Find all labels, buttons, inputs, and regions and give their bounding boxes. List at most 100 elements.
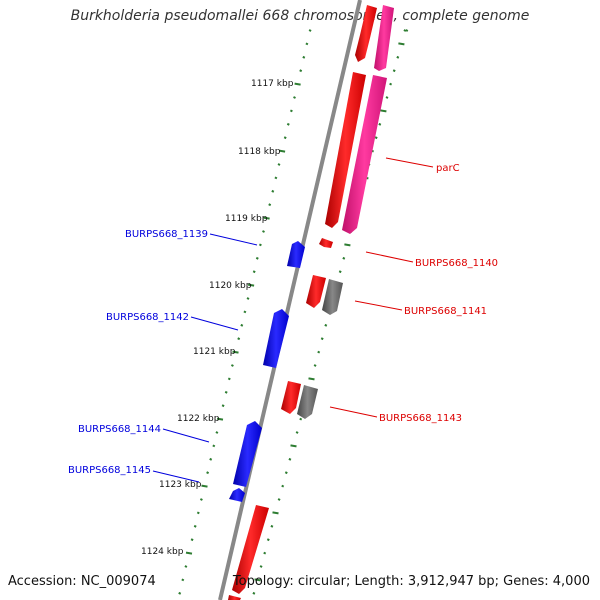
gene-1144[interactable]: [233, 421, 262, 487]
scale-tick: [193, 524, 197, 528]
gene-label-1145[interactable]: BURPS668_1145: [68, 465, 151, 476]
scale-tick: [324, 323, 328, 327]
scale-tick: [271, 189, 275, 193]
scale-tick: [396, 55, 400, 59]
scale-tick: [380, 109, 387, 113]
scale-tick: [385, 96, 389, 99]
scale-tick: [274, 176, 278, 180]
scale-label-1123: 1123 kbp: [159, 480, 202, 490]
scale-label-1120: 1120 kbp: [209, 281, 252, 291]
gene-label-1141[interactable]: BURPS668_1141: [404, 306, 487, 317]
scale-tick: [277, 498, 281, 501]
gene-1145[interactable]: [229, 488, 245, 502]
scale-label-1121: 1121 kbp: [193, 347, 236, 357]
gene-label-1142[interactable]: BURPS668_1142: [106, 312, 189, 323]
scale-tick: [190, 538, 194, 542]
gene-label-1143[interactable]: BURPS668_1143: [379, 413, 462, 424]
scale-tick: [212, 444, 216, 448]
callout-1142: [190, 316, 239, 331]
scale-tick: [227, 377, 231, 381]
scale-tick: [284, 471, 288, 475]
scale-tick: [289, 109, 293, 113]
gene-1139[interactable]: [287, 241, 305, 268]
gene-1140[interactable]: [319, 238, 333, 248]
gene-bottom-red-2[interactable]: [228, 595, 241, 600]
gene-1141-red[interactable]: [306, 275, 326, 308]
gene-label-1139[interactable]: BURPS668_1139: [125, 229, 208, 240]
scale-tick: [178, 591, 182, 595]
scale-tick: [374, 136, 378, 140]
scale-tick: [185, 551, 193, 555]
callout-1139: [209, 233, 258, 246]
gene-1141-grey[interactable]: [322, 279, 343, 315]
scale-tick: [252, 270, 256, 274]
callout-1141: [354, 300, 403, 311]
scale-tick: [302, 55, 306, 59]
callout-parC: [385, 157, 434, 168]
genome-summary: Topology: circular; Length: 3,912,947 bp…: [232, 574, 590, 589]
scale-tick: [232, 350, 239, 354]
scale-tick: [254, 578, 261, 582]
gene-label-1140[interactable]: BURPS668_1140: [415, 258, 498, 269]
scale-tick: [286, 122, 290, 126]
scale-label-1118: 1118 kbp: [238, 147, 281, 157]
scale-tick: [224, 390, 228, 394]
scale-tick: [398, 42, 405, 46]
scale-tick: [278, 149, 286, 153]
scale-tick: [258, 243, 262, 247]
scale-tick: [206, 471, 210, 475]
scale-label-1117: 1117 kbp: [251, 79, 294, 89]
scale-label-1122: 1122 kbp: [177, 414, 220, 424]
scale-tick: [262, 230, 265, 233]
scale-tick: [268, 203, 272, 207]
gene-label-1144[interactable]: BURPS668_1144: [78, 424, 161, 435]
scale-tick: [308, 377, 315, 381]
gene-1143-red[interactable]: [281, 381, 301, 414]
gene-bottom-red[interactable]: [232, 505, 269, 594]
scale-tick: [247, 283, 255, 287]
scale-tick: [181, 578, 185, 582]
scale-tick: [277, 163, 281, 166]
scale-tick: [270, 524, 274, 528]
scale-tick: [288, 457, 292, 461]
scale-tick: [392, 69, 396, 73]
accession-label: Accession: NC_009074: [8, 574, 156, 589]
scale-tick: [266, 538, 270, 542]
scale-tick: [378, 122, 382, 126]
scale-tick: [299, 417, 303, 421]
scale-tick: [283, 136, 287, 140]
scale-tick: [230, 364, 234, 367]
gene-1142[interactable]: [263, 309, 289, 368]
far-right-tick-row: [405, 29, 409, 32]
gene-top-pink[interactable]: [374, 5, 394, 71]
scale-tick: [199, 498, 203, 501]
scale-tick: [293, 96, 296, 99]
gene-label-parC[interactable]: parC: [436, 163, 460, 174]
scale-tick: [255, 256, 259, 260]
scale-tick: [299, 69, 303, 73]
scale-label-1124: 1124 kbp: [141, 547, 184, 557]
gene-parC-pink[interactable]: [342, 75, 387, 234]
scale-tick: [305, 42, 309, 46]
callout-1143: [329, 406, 378, 418]
scale-tick: [259, 565, 263, 568]
scale-tick: [184, 565, 188, 568]
scale-tick: [281, 484, 285, 488]
scale-tick: [246, 297, 250, 300]
scale-tick: [290, 444, 297, 448]
scale-tick: [263, 216, 270, 220]
backbone: [218, 0, 362, 600]
scale-tick: [201, 484, 208, 488]
scale-tick: [215, 431, 219, 434]
gene-1143-grey[interactable]: [297, 385, 318, 419]
scale-tick: [240, 323, 244, 327]
scale-tick: [243, 310, 247, 314]
scale-tick: [295, 431, 299, 434]
scale-tick: [252, 591, 256, 595]
gene-top-red[interactable]: [355, 5, 377, 62]
callout-1145: [152, 470, 200, 483]
gene-parC-red[interactable]: [325, 72, 366, 228]
callout-1140: [365, 251, 414, 263]
scale-tick: [209, 457, 213, 461]
